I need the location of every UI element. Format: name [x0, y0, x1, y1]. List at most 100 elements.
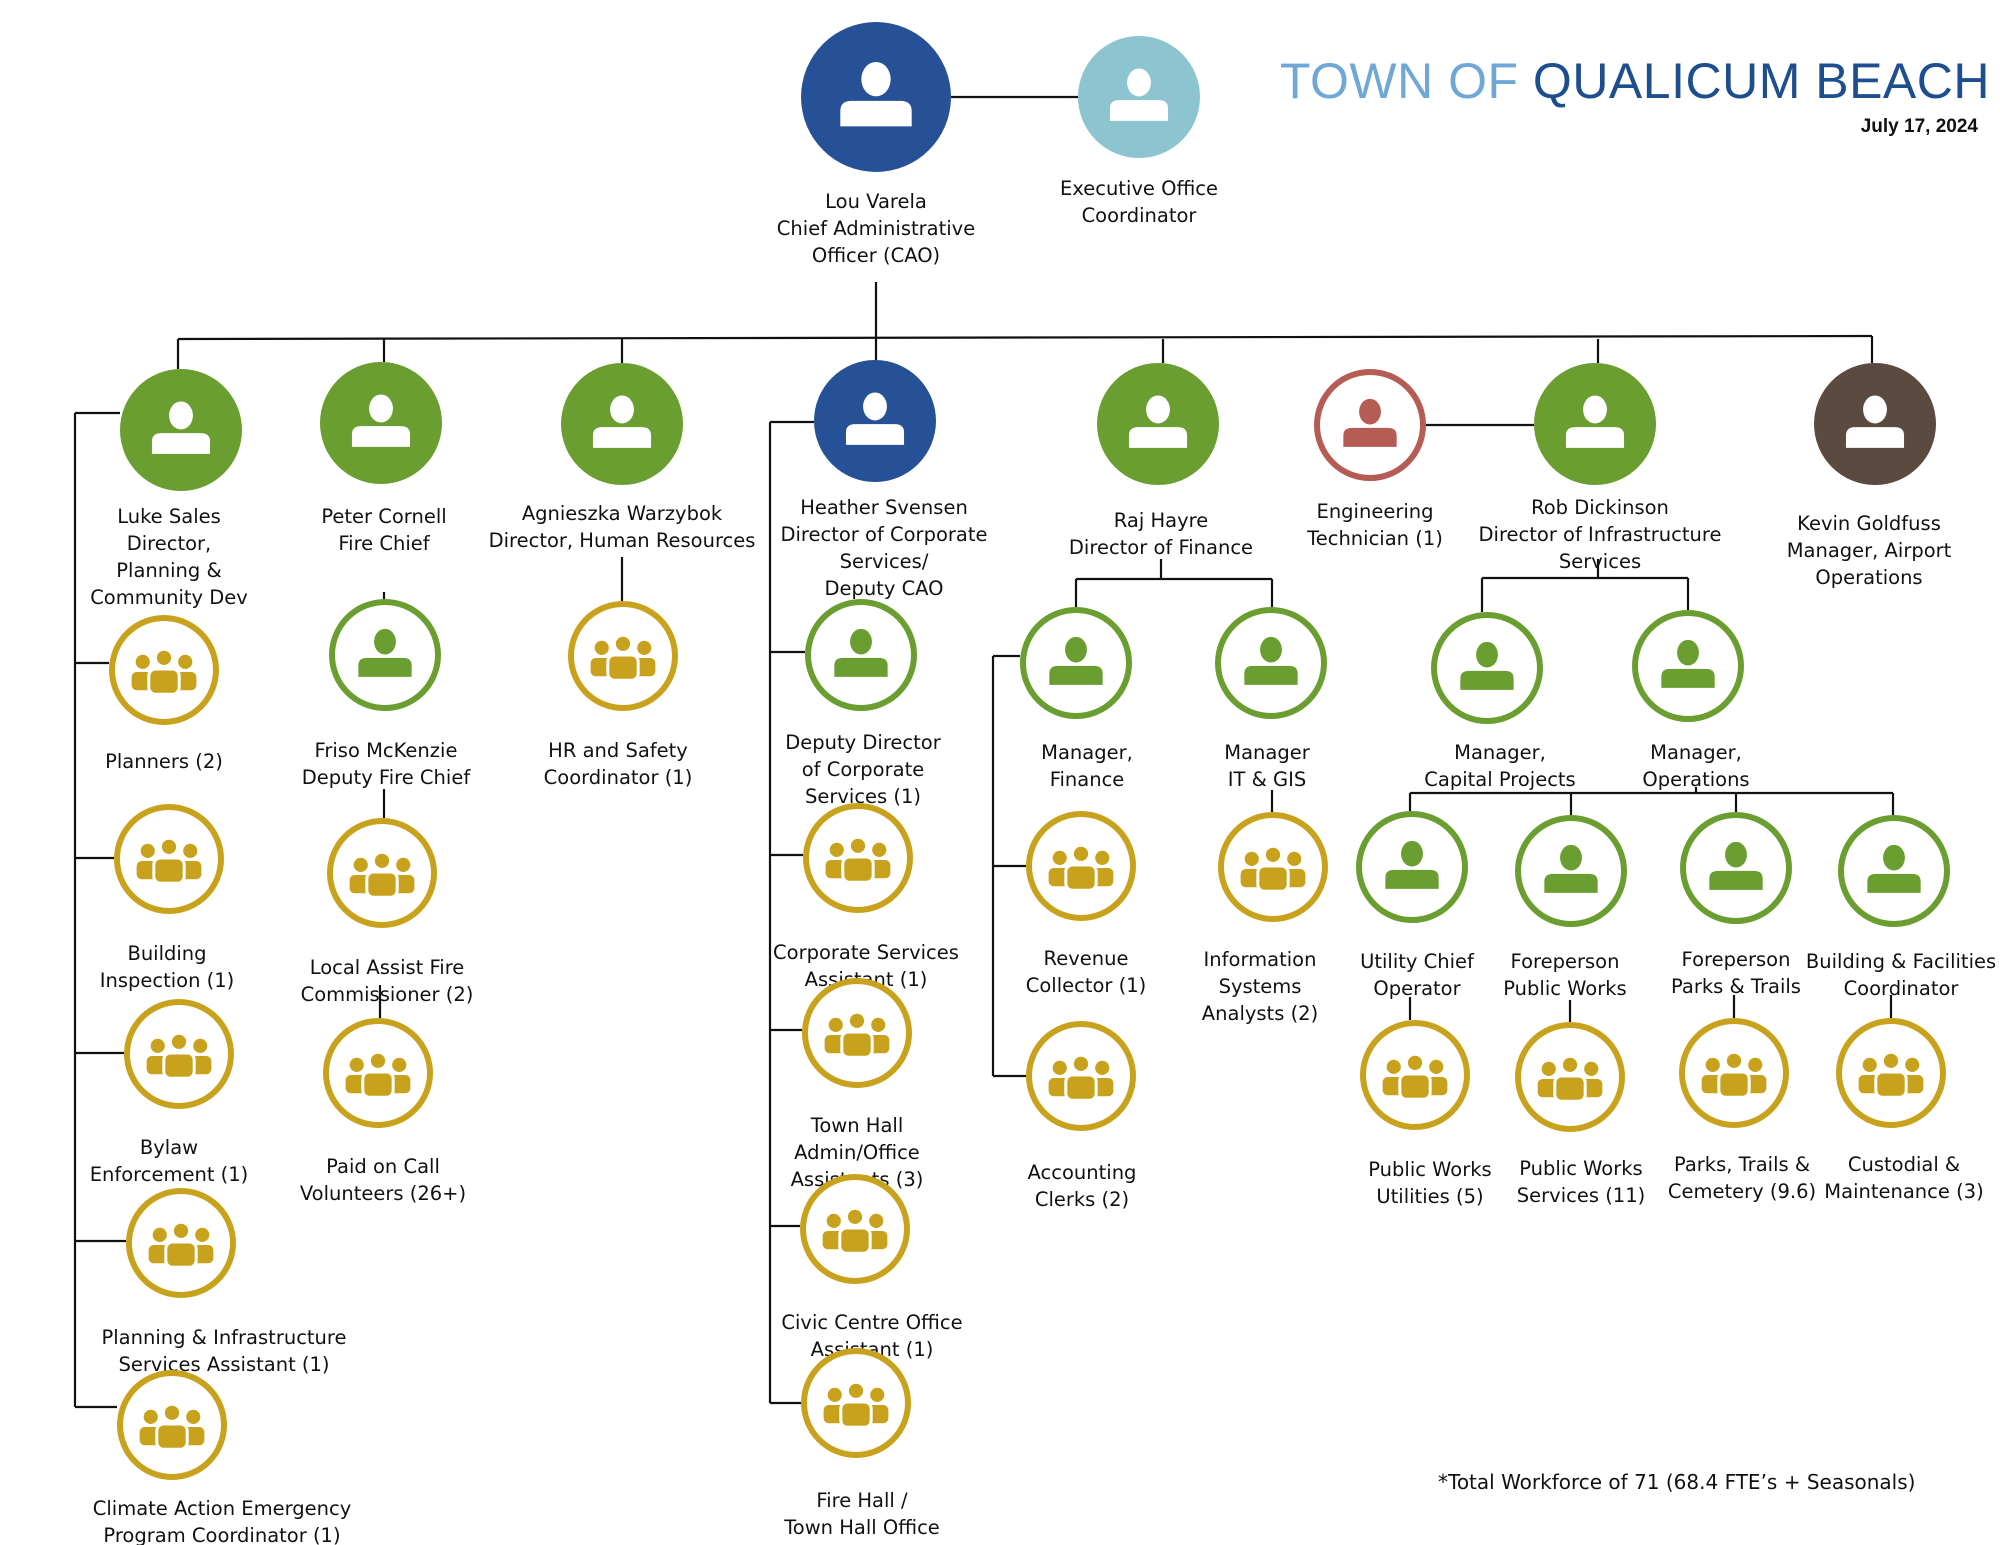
org-node-agn: Agnieszka Warzybok Director, Human Resour…	[489, 363, 756, 552]
node-label-line: Collector (1)	[1026, 974, 1147, 997]
node-label-line: Analysts (2)	[1202, 1002, 1318, 1025]
org-node-rob: Rob Dickinson Director of Infrastructure S…	[1479, 363, 1721, 573]
page-title: TOWN OF QUALICUM BEACH	[1280, 52, 1990, 110]
group-icon	[824, 1010, 890, 1059]
person-icon	[1460, 641, 1514, 690]
node-label-line: Building	[127, 942, 206, 965]
node-label-line: Agnieszka Warzybok	[522, 502, 723, 525]
person-icon	[845, 392, 905, 445]
node-label-line: Inspection (1)	[100, 969, 235, 992]
org-node-pws: Public Works Services (11)	[1515, 1022, 1645, 1207]
node-label-line: Raj Hayre	[1114, 509, 1208, 532]
node-label-line: Community Dev	[90, 586, 248, 609]
node-label-line: Chief Administrative	[777, 217, 975, 240]
node-label-line: Public Works	[1519, 1157, 1642, 1180]
org-node-friso: Friso McKenzie Deputy Fire Chief	[302, 599, 471, 789]
node-label: Climate Action Emergency Program Coordina…	[93, 1497, 352, 1545]
node-label-line: Services Assistant (1)	[118, 1353, 329, 1376]
node-label-line: Manager	[1224, 741, 1310, 764]
node-label-line: Accounting	[1028, 1161, 1137, 1184]
person-icon	[840, 61, 912, 127]
node-label-line: Peter Cornell	[321, 505, 446, 528]
person-icon	[1544, 844, 1598, 893]
person-icon	[1128, 395, 1188, 448]
node-label: Information Systems Analysts (2)	[1202, 948, 1318, 1025]
node-label: Agnieszka Warzybok Director, Human Resour…	[489, 502, 756, 552]
node-label-line: Coordinator	[1082, 204, 1198, 227]
org-node-depdir: Deputy Director of Corporate Services (1)	[785, 599, 942, 808]
node-label: Building Inspection (1)	[100, 942, 235, 992]
node-circle	[1680, 812, 1792, 924]
node-label-line: Revenue	[1044, 947, 1129, 970]
node-circle	[1632, 610, 1744, 722]
person-icon	[592, 395, 652, 448]
person-icon	[1343, 398, 1397, 447]
org-node-mit: Manager IT & GIS	[1215, 607, 1327, 791]
node-label-line: Services	[1559, 550, 1641, 573]
node-label-line: Coordinator (1)	[544, 766, 693, 789]
node-circle	[1356, 811, 1468, 923]
node-circle	[1431, 612, 1543, 724]
node-circle	[1078, 36, 1200, 158]
node-label: Fire Hall / Town Hall Office Assistant (1)	[783, 1489, 940, 1545]
org-node-paid: Paid on Call Volunteers (26+)	[300, 1018, 466, 1205]
person-icon	[1709, 841, 1763, 890]
org-node-accounting: Accounting Clerks (2)	[1026, 1021, 1137, 1211]
node-label-line: Director of Finance	[1069, 536, 1253, 559]
node-label: Executive Office Coordinator	[1060, 177, 1218, 227]
node-label-line: Planners (2)	[105, 750, 223, 773]
org-node-lafc: Local Assist Fire Commissioner (2)	[301, 818, 473, 1006]
person-icon	[1244, 636, 1298, 685]
node-label: Public Works Utilities (5)	[1368, 1158, 1491, 1208]
person-icon	[358, 628, 412, 677]
node-circle	[1020, 607, 1132, 719]
title-qualicum-beach: QUALICUM BEACH	[1532, 53, 1990, 109]
node-label-line: Admin/Office	[794, 1141, 920, 1164]
person-icon	[1565, 395, 1625, 448]
node-label-line: Building & Facilities	[1806, 950, 1996, 973]
node-label: Heather Svensen Director of Corporate Serv…	[780, 496, 987, 600]
node-label-line: Services (11)	[1517, 1184, 1645, 1207]
workforce-footnote: *Total Workforce of 71 (68.4 FTE’s + Sea…	[1438, 1470, 1916, 1494]
node-label-line: Volunteers (26+)	[300, 1182, 466, 1205]
node-label-line: Manager,	[1041, 741, 1133, 764]
node-label: Engineering Technician (1)	[1306, 500, 1443, 550]
node-label-line: Planning & Infrastructure	[101, 1326, 346, 1349]
node-label-line: Operations	[1815, 566, 1922, 589]
group-icon	[1701, 1050, 1767, 1099]
group-icon	[349, 850, 415, 899]
connector-lines	[73, 95, 1895, 1409]
node-label-line: Town Hall	[810, 1114, 903, 1137]
org-node-fpw: Foreperson Public Works	[1503, 815, 1627, 1000]
node-circle	[561, 363, 683, 485]
node-label-line: Rob Dickinson	[1531, 496, 1669, 519]
node-circle	[1534, 363, 1656, 485]
node-label-line: Capital Projects	[1424, 768, 1575, 791]
group-icon	[1858, 1050, 1924, 1099]
node-circle	[120, 369, 242, 491]
node-label: Lou Varela Chief Administrative Officer (C…	[777, 190, 975, 267]
node-label-line: Utility Chief	[1360, 950, 1475, 973]
node-label-line: Program Coordinator (1)	[103, 1524, 340, 1545]
node-label-line: Director of Corporate	[780, 523, 987, 546]
node-label-line: Utilities (5)	[1376, 1185, 1483, 1208]
node-label: Building & Facilities Coordinator	[1806, 950, 1996, 1000]
org-node-kevin: Kevin Goldfuss Manager, Airport Operations	[1787, 363, 1952, 589]
node-circle	[1814, 363, 1936, 485]
org-node-bfc: Building & Facilities Coordinator	[1806, 815, 1996, 1000]
node-label: HR and Safety Coordinator (1)	[544, 739, 693, 789]
node-label: Planners (2)	[105, 750, 223, 773]
org-node-isa: Information Systems Analysts (2)	[1202, 812, 1328, 1025]
node-label: Custodial & Maintenance (3)	[1824, 1153, 1983, 1203]
group-icon	[148, 1220, 214, 1269]
org-node-cust: Custodial & Maintenance (3)	[1824, 1018, 1984, 1203]
org-node-civic: Civic Centre Office Assistant (1)	[781, 1174, 963, 1361]
org-node-exec: Executive Office Coordinator	[1060, 36, 1218, 227]
node-label-line: Public Works	[1503, 977, 1626, 1000]
node-label-line: Deputy CAO	[824, 577, 943, 600]
group-icon	[1382, 1052, 1448, 1101]
org-node-mfin: Manager, Finance	[1020, 607, 1133, 791]
node-circle	[1838, 815, 1950, 927]
org-node-fpt: Foreperson Parks & Trails	[1671, 812, 1801, 998]
org-node-engtech: Engineering Technician (1)	[1306, 369, 1443, 550]
